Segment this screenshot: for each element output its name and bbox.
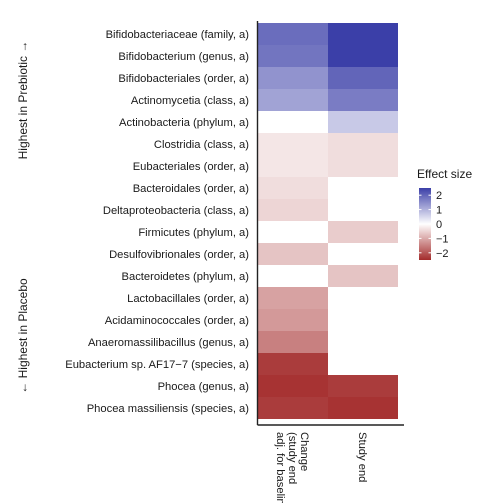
heatmap-cell bbox=[258, 23, 328, 45]
heatmap-cell bbox=[258, 67, 328, 89]
placebo-direction-label: ← Highest in Placebo bbox=[16, 278, 30, 394]
legend-title: Effect size bbox=[417, 167, 472, 181]
row-label: Clostridia (class, a) bbox=[154, 139, 249, 151]
heatmap-cell bbox=[328, 397, 398, 419]
row-label: Phocea (genus, a) bbox=[158, 381, 250, 393]
heatmap-cell bbox=[328, 155, 398, 177]
heatmap-cell bbox=[258, 287, 328, 309]
row-label: Bifidobacteriales (order, a) bbox=[118, 73, 249, 85]
heatmap-cell bbox=[328, 375, 398, 397]
heatmap-cell bbox=[258, 45, 328, 67]
row-label: Bacteroidales (order, a) bbox=[133, 183, 250, 195]
row-label: Eubacterium sp. AF17−7 (species, a) bbox=[65, 359, 249, 371]
legend-tick-label: 2 bbox=[436, 190, 442, 202]
column-label-line: adj. for baseline) bbox=[274, 432, 286, 503]
legend-tick-label: 1 bbox=[436, 205, 442, 217]
heatmap-cell bbox=[328, 89, 398, 111]
row-label: Firmicutes (phylum, a) bbox=[138, 227, 249, 239]
column-label-line: (study end bbox=[286, 432, 298, 484]
row-label: Bifidobacterium (genus, a) bbox=[118, 51, 249, 63]
heatmap-cell bbox=[258, 155, 328, 177]
heatmap-cell bbox=[258, 199, 328, 221]
heatmap-cell bbox=[328, 111, 398, 133]
row-label: Lactobacillales (order, a) bbox=[127, 293, 249, 305]
column-label: Study end bbox=[356, 432, 368, 482]
row-label: Acidaminococcales (order, a) bbox=[105, 315, 250, 327]
heatmap-cell bbox=[258, 331, 328, 353]
prebiotic-direction-label: Highest in Prebiotic → bbox=[16, 41, 30, 160]
heatmap-cell bbox=[258, 309, 328, 331]
row-label: Desulfovibrionales (order, a) bbox=[109, 249, 249, 261]
heatmap-cell bbox=[258, 397, 328, 419]
row-label: Phocea massiliensis (species, a) bbox=[87, 403, 250, 415]
row-label: Actinomycetia (class, a) bbox=[131, 95, 249, 107]
legend-tick-label: 0 bbox=[436, 219, 442, 231]
heatmap-cell bbox=[258, 243, 328, 265]
row-label: Bifidobacteriaceae (family, a) bbox=[106, 29, 250, 41]
heatmap-cell bbox=[258, 89, 328, 111]
column-label-line: Study end bbox=[356, 432, 368, 482]
heatmap-cell bbox=[328, 45, 398, 67]
heatmap-cell bbox=[328, 23, 398, 45]
heatmap-cell bbox=[258, 133, 328, 155]
column-label-line: Change bbox=[298, 432, 310, 471]
heatmap-cell bbox=[328, 221, 398, 243]
heatmap-cell bbox=[258, 375, 328, 397]
row-label: Actinobacteria (phylum, a) bbox=[119, 117, 249, 129]
legend-tick-label: −2 bbox=[436, 248, 449, 260]
row-label: Bacteroidetes (phylum, a) bbox=[122, 271, 250, 283]
row-label: Anaeromassilibacillus (genus, a) bbox=[88, 337, 249, 349]
row-label: Eubacteriales (order, a) bbox=[133, 161, 250, 173]
row-label: Deltaproteobacteria (class, a) bbox=[103, 205, 249, 217]
heatmap-cell bbox=[258, 177, 328, 199]
legend-tick-label: −1 bbox=[436, 233, 449, 245]
heatmap-cell bbox=[328, 133, 398, 155]
heatmap-cell bbox=[328, 265, 398, 287]
legend-colorbar bbox=[419, 188, 431, 260]
heatmap-cell bbox=[258, 353, 328, 375]
heatmap-cell bbox=[328, 67, 398, 89]
